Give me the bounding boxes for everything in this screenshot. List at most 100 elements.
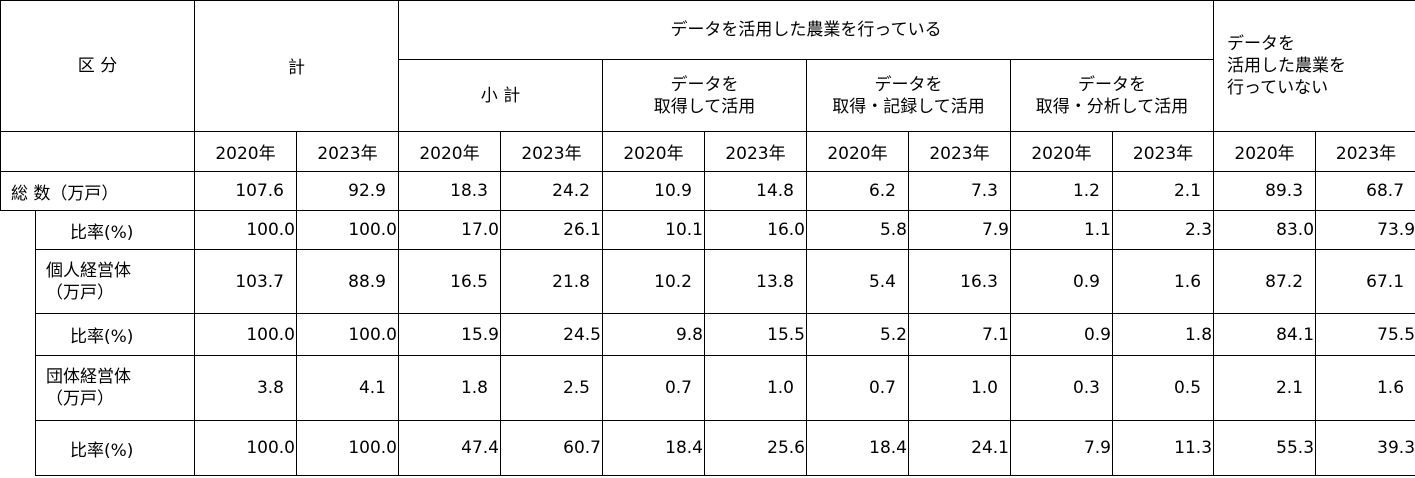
table-cell: 75.5 [1315, 313, 1415, 356]
header-acquire-analyze-use: データを 取得・分析して活用 [1009, 59, 1215, 132]
table-cell: 0.5 [1111, 355, 1215, 421]
year-header: 2020年 [806, 131, 909, 172]
table-row: 総 数（万戸） 107.6 92.9 18.3 24.2 10.9 14.8 6… [0, 171, 1415, 211]
row-label-ratio: 比率(%) [35, 420, 195, 476]
header-subtotal: 小 計 [398, 59, 603, 132]
header-years-blank [0, 131, 195, 172]
table-cell: 0.9 [1010, 313, 1113, 356]
year-header: 2023年 [1111, 131, 1215, 172]
table-cell: 47.4 [398, 420, 501, 476]
indent-spacer [1, 211, 36, 250]
row-label-ratio: 比率(%) [35, 210, 195, 250]
header-acquire-use: データを 取得して活用 [602, 59, 807, 132]
table-cell: 10.9 [602, 171, 705, 211]
table-cell: 100.0 [296, 210, 399, 250]
table-cell: 17.0 [398, 210, 501, 250]
table-cell: 24.2 [500, 171, 603, 211]
table-cell: 1.2 [1010, 171, 1113, 211]
table-cell: 9.8 [602, 313, 705, 356]
table-cell: 1.8 [398, 355, 501, 421]
table-cell: 4.1 [296, 355, 399, 421]
header-category: 区 分 [0, 0, 195, 132]
table-cell: 7.1 [908, 313, 1011, 356]
year-header: 2023年 [1315, 131, 1415, 172]
row-label-total: 総 数（万戸） [0, 171, 195, 211]
table-cell: 1.6 [1111, 249, 1215, 314]
table-cell: 11.3 [1111, 420, 1215, 476]
table-row: 団体経営体 （万戸） 3.8 4.1 1.8 2.5 0.7 1.0 0.7 1… [1, 355, 1415, 421]
row-label-ratio: 比率(%) [35, 313, 195, 356]
table-cell: 0.9 [1010, 249, 1113, 314]
table-row: 比率(%) 100.0 100.0 15.9 24.5 9.8 15.5 5.2… [1, 313, 1415, 356]
table-cell: 1.6 [1315, 355, 1415, 421]
table-cell: 92.9 [296, 171, 399, 211]
table-cell: 39.3 [1315, 420, 1415, 476]
table-cell: 100.0 [296, 313, 399, 356]
table-cell: 18.3 [398, 171, 501, 211]
table-cell: 73.9 [1315, 210, 1415, 250]
table-cell: 2.5 [500, 355, 603, 421]
table-cell: 13.8 [704, 249, 807, 314]
table-cell: 3.8 [194, 355, 297, 421]
table-cell: 1.8 [1111, 313, 1215, 356]
table-cell: 16.3 [908, 249, 1011, 314]
table-cell: 100.0 [194, 420, 297, 476]
header-not-using: データを 活用した農業を 行っていない [1213, 0, 1415, 132]
table-cell: 24.1 [908, 420, 1011, 476]
table-cell: 5.2 [806, 313, 909, 356]
table-cell: 68.7 [1315, 171, 1415, 211]
row-label-group: 団体経営体 （万戸） [35, 355, 195, 421]
table-cell: 1.0 [704, 355, 807, 421]
table-cell: 6.2 [806, 171, 909, 211]
year-header: 2023年 [296, 131, 399, 172]
table-cell: 100.0 [194, 210, 297, 250]
table-row: 比率(%) 100.0 100.0 17.0 26.1 10.1 16.0 5.… [1, 210, 1415, 250]
table-cell: 26.1 [500, 210, 603, 250]
table-cell: 18.4 [806, 420, 909, 476]
table-cell: 0.7 [602, 355, 705, 421]
header-row-1: 区 分 計 データを活用した農業を行っている データを 活用した農業を 行ってい… [0, 0, 1415, 132]
table-cell: 7.3 [908, 171, 1011, 211]
header-years-row: 2020年 2023年 2020年 2023年 2020年 2023年 2020… [0, 131, 1415, 172]
table-cell: 0.3 [1010, 355, 1113, 421]
indent-spacer [1, 421, 36, 476]
table-cell: 103.7 [194, 249, 297, 314]
table-cell: 67.1 [1315, 249, 1415, 314]
table-cell: 16.5 [398, 249, 501, 314]
table-cell: 89.3 [1213, 171, 1317, 211]
table-row: 比率(%) 100.0 100.0 47.4 60.7 18.4 25.6 18… [1, 420, 1415, 476]
year-header: 2023年 [704, 131, 807, 172]
indent-spacer [1, 314, 36, 356]
table-cell: 24.5 [500, 313, 603, 356]
table-cell: 5.8 [806, 210, 909, 250]
table-cell: 14.8 [704, 171, 807, 211]
table-cell: 84.1 [1213, 313, 1317, 356]
table-cell: 5.4 [806, 249, 909, 314]
header-acquire-record-use: データを 取得・記録して活用 [806, 59, 1011, 132]
year-header: 2020年 [398, 131, 501, 172]
table-cell: 0.7 [806, 355, 909, 421]
table-cell: 25.6 [704, 420, 807, 476]
table-cell: 16.0 [704, 210, 807, 250]
table-cell: 7.9 [908, 210, 1011, 250]
table-cell: 100.0 [296, 420, 399, 476]
table-cell: 15.9 [398, 313, 501, 356]
year-header: 2020年 [1010, 131, 1113, 172]
table-cell: 15.5 [704, 313, 807, 356]
table-cell: 107.6 [194, 171, 297, 211]
table-cell: 7.9 [1010, 420, 1113, 476]
table-cell: 18.4 [602, 420, 705, 476]
table-cell: 60.7 [500, 420, 603, 476]
year-header: 2020年 [602, 131, 705, 172]
table-cell: 2.1 [1111, 171, 1215, 211]
indent-spacer [1, 356, 36, 421]
year-header: 2023年 [500, 131, 603, 172]
header-row-2: 小 計 データを 取得して活用 データを 取得・記録して活用 データを 取得・分… [1, 59, 1415, 132]
year-header: 2020年 [194, 131, 297, 172]
header-total: 計 [194, 0, 399, 132]
table-cell: 100.0 [194, 313, 297, 356]
table-row: 個人経営体 （万戸） 103.7 88.9 16.5 21.8 10.2 13.… [1, 249, 1415, 314]
table-cell: 87.2 [1213, 249, 1317, 314]
table-cell: 2.1 [1213, 355, 1317, 421]
table-cell: 1.1 [1010, 210, 1113, 250]
